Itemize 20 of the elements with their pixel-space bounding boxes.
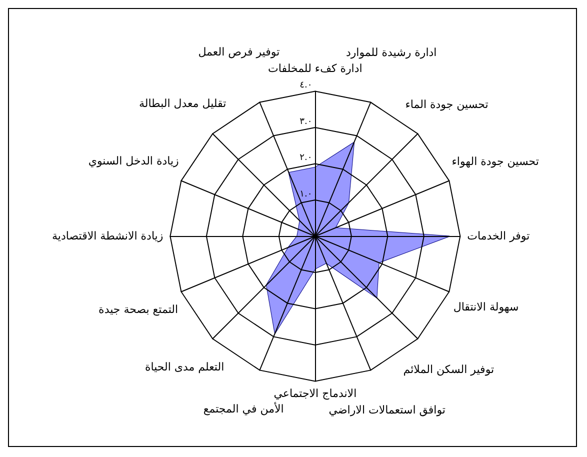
spoke-label: تحسين جودة الهواء bbox=[452, 155, 539, 168]
y-tick-label: ١.٠ bbox=[300, 189, 312, 200]
y-tick-label: ٤.٠ bbox=[300, 80, 312, 91]
spoke-label: توفير السكن الملائم bbox=[403, 363, 494, 376]
y-tick-label: ٣.٠ bbox=[300, 116, 312, 127]
y-tick-label: ٢.٠ bbox=[300, 153, 312, 164]
spoke-label: ادارة رشيدة للموارد bbox=[346, 46, 437, 59]
spoke-label: التعلم مدى الحياة bbox=[144, 360, 224, 374]
spoke-label: توفر الخدمات bbox=[467, 230, 530, 243]
spoke-label: زيادة الدخل السنوي bbox=[88, 154, 179, 168]
spoke-label: تحسين جودة الماء bbox=[405, 98, 488, 112]
spoke-label: ادارة كفء للمخلفات bbox=[268, 62, 362, 76]
spoke-label: توفير فرص العمل bbox=[198, 46, 280, 59]
spoke-label: الأمن في المجتمع bbox=[203, 402, 284, 416]
spoke-label: سهولة الانتقال bbox=[453, 300, 519, 314]
spoke-label: زيادة الانشطة الاقتصادية bbox=[52, 230, 164, 243]
spoke-label: توافق استعمالات الاراضي bbox=[328, 403, 446, 416]
spoke-label: الاندماج الاجتماعي bbox=[274, 387, 357, 400]
spoke-label: تقليل معدل البطالة bbox=[138, 97, 226, 110]
spoke-label: التمتع بصحة جيدة bbox=[98, 303, 178, 316]
